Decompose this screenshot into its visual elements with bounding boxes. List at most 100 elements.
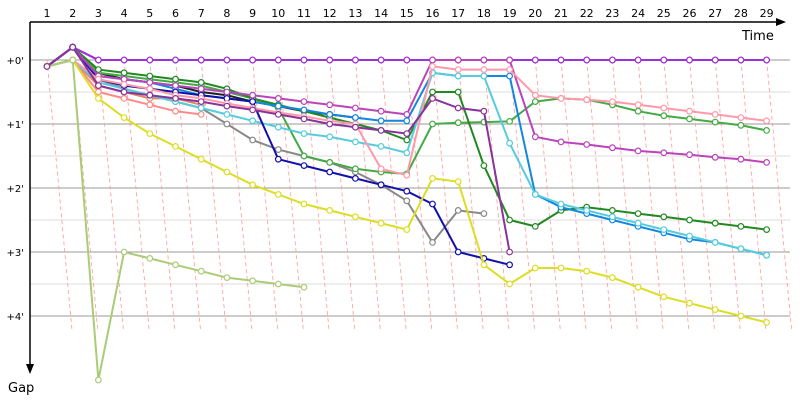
- data-point: [352, 114, 359, 121]
- data-point: [660, 56, 668, 64]
- data-point: [737, 155, 745, 163]
- data-point: [377, 107, 385, 115]
- data-point: [326, 101, 334, 109]
- data-point: [223, 56, 231, 64]
- data-point: [557, 94, 565, 102]
- data-point: [763, 158, 770, 166]
- data-point: [146, 101, 154, 109]
- data-point: [634, 210, 642, 218]
- data-point: [274, 146, 282, 154]
- x-tick-label: 3: [95, 7, 102, 20]
- data-point: [686, 107, 693, 115]
- y-tick-label: +2': [7, 184, 25, 195]
- x-tick-label: 16: [426, 7, 440, 20]
- data-point: [352, 165, 359, 173]
- data-point: [403, 149, 411, 157]
- data-point: [480, 261, 488, 269]
- data-point: [249, 106, 257, 114]
- series-group: [43, 43, 770, 384]
- x-tick-label: 15: [400, 7, 414, 20]
- data-point: [429, 56, 436, 64]
- y-tick-label: +3': [7, 248, 25, 259]
- data-point: [197, 110, 205, 118]
- data-point: [609, 274, 616, 282]
- data-point: [223, 102, 231, 110]
- data-point: [480, 210, 488, 218]
- data-point: [146, 56, 154, 64]
- data-point: [377, 219, 385, 227]
- x-tick-label: 1: [44, 7, 51, 20]
- data-point: [429, 63, 436, 70]
- data-point: [686, 216, 693, 224]
- data-point: [634, 283, 642, 291]
- data-point: [197, 56, 205, 64]
- time-guide-line: [303, 59, 330, 331]
- data-point: [429, 238, 436, 246]
- data-point: [763, 226, 770, 234]
- data-point: [94, 94, 102, 102]
- data-point: [480, 66, 488, 73]
- data-point: [172, 82, 179, 89]
- data-point: [223, 110, 231, 118]
- data-point: [326, 110, 334, 118]
- data-point: [429, 174, 436, 182]
- x-tick-label: 24: [631, 7, 645, 20]
- time-guide-line: [380, 59, 407, 331]
- x-tick-label: 18: [477, 7, 491, 20]
- data-point: [197, 155, 205, 163]
- time-guide-line: [663, 59, 690, 331]
- data-point: [300, 98, 308, 105]
- data-point: [197, 104, 205, 112]
- data-point: [609, 213, 616, 221]
- data-point: [172, 261, 179, 269]
- data-point: [197, 85, 205, 93]
- data-point: [403, 130, 411, 138]
- data-point: [609, 98, 616, 105]
- time-guide-line: [200, 59, 227, 331]
- data-point: [454, 104, 462, 112]
- x-tick-label: 9: [249, 7, 256, 20]
- data-point: [609, 144, 616, 152]
- data-point: [660, 226, 668, 234]
- y-tick-label: +4': [7, 312, 25, 323]
- x-tick-label: 19: [503, 7, 517, 20]
- data-point: [326, 133, 334, 141]
- data-point: [120, 248, 128, 256]
- time-guide-line: [329, 59, 356, 331]
- y-axis-title: Gap: [8, 381, 34, 396]
- series-13: [43, 56, 770, 326]
- data-point: [711, 110, 719, 118]
- data-point: [737, 245, 745, 253]
- data-point: [583, 267, 591, 275]
- data-point: [686, 232, 693, 240]
- data-point: [120, 69, 128, 77]
- series-15: [43, 43, 514, 256]
- data-point: [763, 126, 770, 134]
- data-point: [146, 254, 154, 262]
- time-guide-line: [355, 59, 381, 331]
- data-point: [403, 171, 411, 179]
- data-point: [506, 56, 514, 64]
- x-tick-label: 20: [528, 7, 542, 20]
- time-guide-line: [560, 59, 587, 331]
- data-point: [763, 56, 770, 64]
- x-tick-label: 29: [760, 7, 774, 20]
- data-point: [377, 117, 385, 125]
- data-point: [660, 112, 668, 120]
- data-point: [197, 267, 205, 275]
- data-point: [737, 312, 745, 320]
- data-point: [711, 153, 719, 161]
- data-point: [69, 43, 77, 51]
- tick-labels: +1'+2'+3'+4'+0'1 2 3 4 5 6 7 8 9 10 11 12 13 14 15 16 17…: [7, 7, 774, 323]
- time-guide-line: [534, 59, 561, 331]
- data-point: [120, 88, 128, 96]
- x-tick-label: 21: [554, 7, 568, 20]
- time-guide-line: [175, 59, 201, 331]
- data-point: [274, 94, 282, 102]
- data-point: [352, 213, 359, 221]
- data-point: [94, 376, 102, 384]
- data-point: [429, 200, 436, 208]
- data-point: [583, 206, 591, 214]
- data-point: [197, 78, 205, 86]
- time-guide-line: [432, 59, 458, 331]
